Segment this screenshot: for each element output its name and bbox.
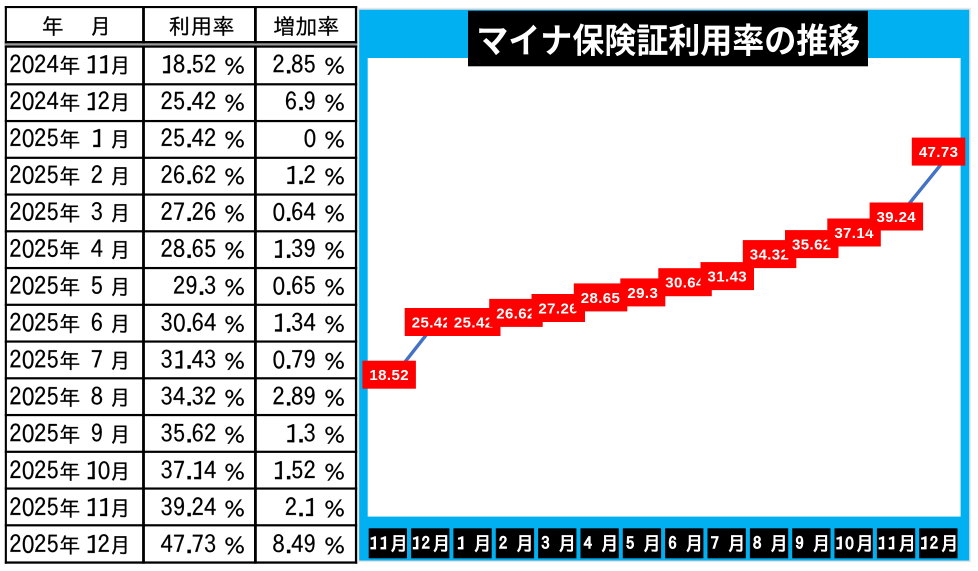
svg-text:27.26: 27.26 — [538, 300, 578, 317]
svg-text:39.24: 39.24 — [877, 209, 917, 226]
svg-text:35.62: 35.62 — [792, 237, 832, 254]
svg-text:28.65: 28.65 — [581, 290, 621, 307]
svg-text:26.62: 26.62 — [496, 305, 536, 322]
svg-text:29.3: 29.3 — [627, 285, 658, 302]
svg-text:25.42: 25.42 — [412, 314, 452, 331]
svg-text:47.73: 47.73 — [919, 144, 959, 161]
svg-text:31.43: 31.43 — [708, 269, 748, 286]
svg-text:37.14: 37.14 — [834, 225, 874, 242]
svg-text:30.64: 30.64 — [665, 275, 705, 292]
svg-text:34.32: 34.32 — [750, 247, 790, 264]
svg-text:25.42: 25.42 — [454, 314, 494, 331]
svg-text:18.52: 18.52 — [369, 367, 409, 384]
